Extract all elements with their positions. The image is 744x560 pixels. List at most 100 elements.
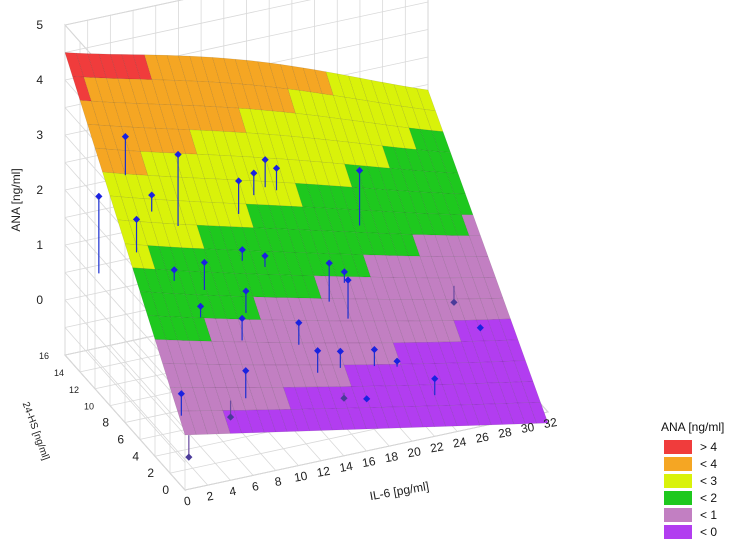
x-tick-label: 6 [251,479,260,494]
data-point [177,390,185,398]
legend-label: < 3 [700,473,718,488]
z-tick-label: 2 [36,183,43,197]
legend-entry: < 0 [661,523,741,540]
legend-swatch [664,490,692,505]
y-tick-label: 16 [39,351,49,361]
data-point [393,357,401,365]
x-tick-label: 12 [316,464,332,480]
legend-label: < 1 [700,507,718,522]
data-point [363,395,371,403]
surface-patch [438,151,459,174]
data-point [132,215,141,223]
x-tick-label: 28 [497,425,513,441]
data-point [170,266,178,274]
x-tick-label: 14 [338,459,354,475]
data-point [325,259,333,267]
legend-entry: < 2 [661,489,741,506]
legend-swatch [664,524,692,539]
surface-patch [498,318,519,341]
x-tick-label: 10 [293,469,309,485]
x-tick-label: 20 [406,444,422,460]
data-point [370,345,378,354]
x-tick-label: 26 [474,430,490,446]
legend-swatch [664,473,692,488]
legend-entry: < 4 [661,455,741,472]
y-tick-label: 12 [69,385,79,395]
data-point [295,319,303,327]
z-tick-label: 1 [36,238,43,252]
legend: ANA [ng/ml] > 4 < 4 < 3 < 2 < 1 < 0 [661,420,741,540]
legend-label: < 0 [700,524,718,539]
data-point [185,453,193,461]
data-point [238,314,246,323]
y-tick-label: 8 [102,416,109,430]
y-tick-label: 4 [132,449,139,463]
legend-swatch [664,507,692,522]
x-tick-label: 16 [361,454,377,470]
z-tick-label: 4 [36,73,43,87]
legend-title: ANA [ng/ml] [661,420,725,434]
x-tick-label: 18 [384,449,400,465]
data-point [450,298,458,306]
data-point [314,347,322,355]
legend-label: > 4 [700,439,718,454]
legend-swatch [664,439,692,454]
data-point [226,413,235,421]
data-point [355,166,364,175]
z-axis-title: ANA [ng/ml] [9,168,23,231]
data-point [148,191,156,199]
data-point [344,276,352,284]
x-tick-label: 4 [228,484,237,499]
data-point [95,192,103,200]
x-tick-label: 24 [452,434,468,450]
x-tick-label: 2 [205,489,214,504]
data-point [261,252,269,260]
data-point [121,133,129,141]
x-axis-title: IL-6 [pg/ml] [369,479,431,503]
legend-label: < 2 [700,490,718,505]
y-tick-label: 14 [54,368,64,378]
grid-back-z [64,0,312,53]
legend-entries: > 4 < 4 < 3 < 2 < 1 < 0 [661,438,741,540]
surface-patch [468,235,489,257]
y-tick-label: 6 [117,432,124,446]
x-tick-label: 32 [543,415,559,431]
legend-entry: < 1 [661,506,741,523]
data-point [242,367,250,375]
data-point [336,347,344,355]
grid-side-z [64,327,186,463]
z-tick-label: 5 [36,18,43,32]
data-points [95,133,484,461]
data-point [238,246,246,254]
surface [64,52,549,436]
data-point [196,302,205,310]
grid-side-z [64,299,186,436]
data-point [476,324,484,332]
data-point [261,156,269,164]
y-axis-title: 24-HS [ng/ml] [20,401,51,462]
data-point [272,164,281,172]
surface-patch [528,401,549,424]
data-point [340,268,348,276]
grid-back-z [64,0,184,26]
x-tick-label: 0 [183,494,192,509]
data-point [431,375,439,383]
y-tick-label: 2 [147,466,154,480]
legend-entry: > 4 [661,438,741,455]
data-point [174,150,182,159]
z-tick-label: 3 [36,128,43,142]
legend-entry: < 3 [661,472,741,489]
legend-label: < 4 [700,456,718,471]
grid-side-z [64,354,186,491]
x-tick-label: 22 [429,439,445,455]
y-tick-label: 10 [84,402,94,412]
y-tick-label: 0 [162,483,169,497]
grid-side-z [64,272,186,408]
data-point [200,258,209,267]
x-tick-label: 8 [274,474,283,489]
data-point [235,177,243,185]
data-point [242,287,250,295]
